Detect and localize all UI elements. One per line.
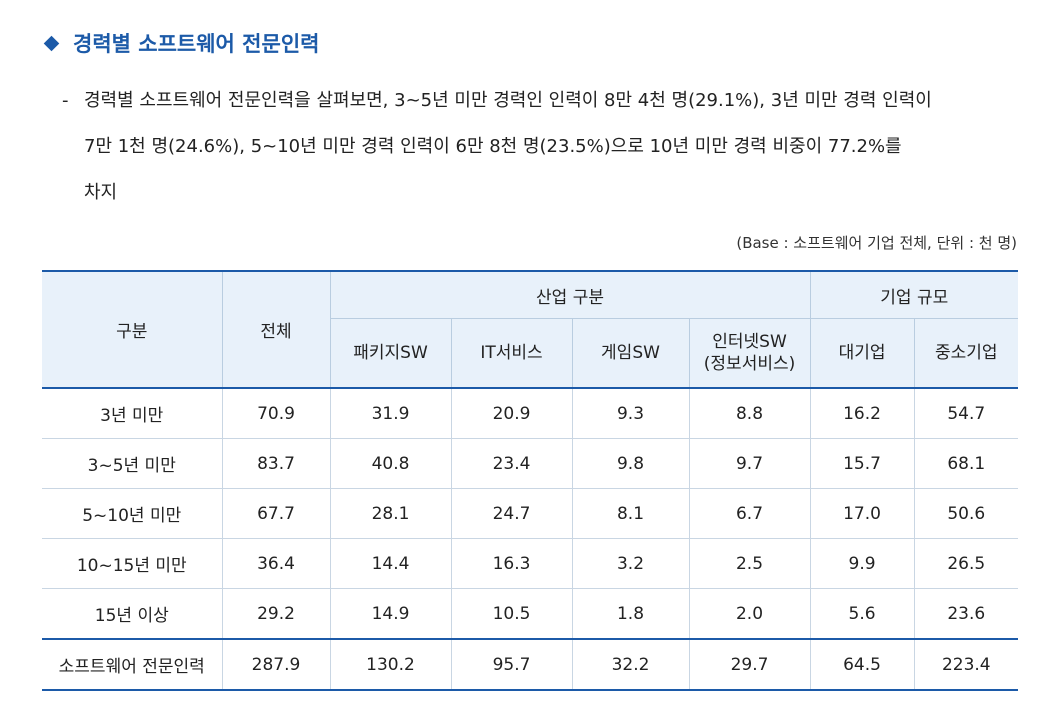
row-label: 15년 이상	[42, 588, 222, 640]
table-cell: 1.8	[571, 588, 689, 640]
table-cell: 10.5	[450, 588, 572, 640]
row-label: 소프트웨어 전문인력	[42, 638, 222, 691]
table-cell: 36.4	[221, 538, 330, 589]
table-cell: 29.7	[688, 638, 811, 691]
table-cell: 2.0	[688, 588, 811, 640]
table-cell: 32.2	[571, 638, 689, 691]
table-cell: 16.2	[809, 388, 915, 439]
table-cell: 23.4	[450, 438, 572, 489]
base-note: (Base : 소프트웨어 기업 전체, 단위 : 천 명)	[736, 234, 1017, 252]
section-heading: 경력별 소프트웨어 전문인력	[42, 28, 319, 58]
table-cell: 3.2	[571, 538, 689, 589]
header-total: 전체	[221, 270, 330, 389]
header-game-sw: 게임SW	[571, 318, 689, 389]
table-cell: 6.7	[688, 488, 811, 539]
table-cell: 287.9	[221, 638, 330, 691]
heading-text: 경력별 소프트웨어 전문인력	[73, 32, 320, 56]
header-internet-line2: (정보서비스)	[703, 354, 796, 374]
table-cell: 67.7	[221, 488, 330, 539]
table-cell: 54.7	[913, 388, 1019, 439]
table-cell: 9.7	[688, 438, 811, 489]
header-internet-line1: 인터넷SW	[712, 332, 787, 352]
paragraph-line-3: 차지	[84, 182, 118, 203]
table-cell: 95.7	[450, 638, 572, 691]
diamond-bullet-icon	[43, 35, 60, 51]
header-internet-sw: 인터넷SW (정보서비스)	[688, 318, 811, 389]
career-table: 구분 전체 산업 구분 기업 규모 패키지SW IT서비스 게임SW 인터넷SW…	[42, 270, 1019, 691]
header-size-group: 기업 규모	[809, 270, 1019, 319]
table-cell: 28.1	[329, 488, 451, 539]
table-cell: 83.7	[221, 438, 330, 489]
row-label: 5~10년 미만	[42, 488, 222, 539]
table-row: 3년 미만 70.9 31.9 20.9 9.3 8.8 16.2 54.7	[42, 388, 1019, 439]
table-cell: 29.2	[221, 588, 330, 640]
table-cell: 223.4	[913, 638, 1019, 691]
table-cell: 68.1	[913, 438, 1019, 489]
header-sme: 중소기업	[913, 318, 1019, 389]
table-cell: 50.6	[913, 488, 1019, 539]
header-package-sw: 패키지SW	[329, 318, 451, 389]
table-cell: 23.6	[913, 588, 1019, 640]
row-label: 3년 미만	[42, 388, 222, 439]
header-industry-group: 산업 구분	[329, 270, 811, 319]
header-it-service: IT서비스	[450, 318, 572, 389]
table-cell: 40.8	[329, 438, 451, 489]
table-cell: 9.8	[571, 438, 689, 489]
table-row: 15년 이상 29.2 14.9 10.5 1.8 2.0 5.6 23.6	[42, 588, 1019, 640]
table-cell: 14.9	[329, 588, 451, 640]
table-row: 10~15년 미만 36.4 14.4 16.3 3.2 2.5 9.9 26.5	[42, 538, 1019, 589]
summary-paragraph: - 경력별 소프트웨어 전문인력을 살펴보면, 3~5년 미만 경력인 인력이 …	[62, 78, 1022, 216]
table-cell: 70.9	[221, 388, 330, 439]
table-cell: 15.7	[809, 438, 915, 489]
table-cell: 31.9	[329, 388, 451, 439]
table-row: 5~10년 미만 67.7 28.1 24.7 8.1 6.7 17.0 50.6	[42, 488, 1019, 539]
table-cell: 130.2	[329, 638, 451, 691]
paragraph-line-2: 7만 1천 명(24.6%), 5~10년 미만 경력 인력이 6만 8천 명(…	[84, 136, 902, 157]
table-cell: 20.9	[450, 388, 572, 439]
paragraph-dash: -	[62, 90, 69, 111]
table-cell: 5.6	[809, 588, 915, 640]
table-row: 3~5년 미만 83.7 40.8 23.4 9.8 9.7 15.7 68.1	[42, 438, 1019, 489]
table-cell: 17.0	[809, 488, 915, 539]
table-cell: 9.9	[809, 538, 915, 589]
table-cell: 8.8	[688, 388, 811, 439]
header-large-firm: 대기업	[809, 318, 915, 389]
table-cell: 26.5	[913, 538, 1019, 589]
row-label: 3~5년 미만	[42, 438, 222, 489]
table-cell: 2.5	[688, 538, 811, 589]
row-label: 10~15년 미만	[42, 538, 222, 589]
table-cell: 8.1	[571, 488, 689, 539]
table-cell: 16.3	[450, 538, 572, 589]
header-category: 구분	[42, 270, 222, 389]
table-cell: 24.7	[450, 488, 572, 539]
table-cell: 9.3	[571, 388, 689, 439]
paragraph-line-1: 경력별 소프트웨어 전문인력을 살펴보면, 3~5년 미만 경력인 인력이 8만…	[84, 90, 932, 111]
table-cell: 14.4	[329, 538, 451, 589]
table-row: 소프트웨어 전문인력 287.9 130.2 95.7 32.2 29.7 64.5 223.…	[42, 638, 1019, 691]
table-cell: 64.5	[809, 638, 915, 691]
